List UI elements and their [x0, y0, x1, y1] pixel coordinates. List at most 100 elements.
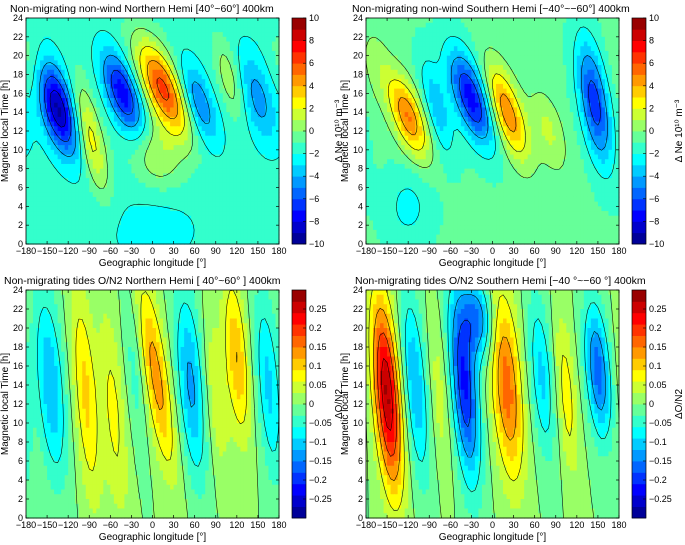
field-cell [257, 239, 263, 245]
field-cell [26, 220, 31, 226]
field-cell [240, 126, 245, 132]
field-cell [40, 22, 45, 29]
field-cell [180, 220, 185, 226]
field-cell [166, 126, 171, 132]
field-cell [380, 79, 385, 85]
field-cell [68, 149, 73, 156]
field-cell [82, 192, 87, 198]
field-cell [247, 102, 252, 109]
field-cell [152, 65, 157, 71]
field-cell [120, 93, 125, 99]
field-cell [163, 102, 168, 109]
field-cell [376, 83, 381, 90]
field-cell [166, 18, 171, 24]
field-cell [64, 55, 69, 61]
field-cell [99, 215, 104, 222]
field-cell [194, 196, 199, 203]
field-cell [71, 41, 76, 47]
field-cell [131, 65, 136, 71]
field-cell [215, 116, 220, 123]
field-cell [163, 88, 168, 94]
field-cell [120, 55, 125, 61]
field-cell [397, 88, 402, 94]
field-cell [64, 126, 69, 132]
field-cell [562, 36, 567, 43]
field-cell [559, 69, 564, 76]
field-cell [478, 107, 483, 113]
field-cell [597, 27, 603, 33]
field-cell [604, 83, 610, 90]
field-cell [212, 239, 217, 245]
field-cell [506, 32, 511, 38]
field-cell [33, 74, 38, 80]
field-cell [208, 211, 213, 217]
field-cell [106, 88, 111, 94]
field-cell [254, 229, 259, 236]
field-cell [170, 60, 175, 66]
field-cell [250, 168, 255, 174]
field-cell [261, 60, 266, 66]
field-cell [534, 32, 539, 38]
field-cell [131, 215, 136, 222]
field-cell [173, 192, 178, 198]
field-cell [138, 22, 143, 29]
field-cell [583, 93, 588, 99]
field-cell [124, 215, 129, 222]
field-cell [78, 107, 83, 113]
field-cell [212, 206, 217, 212]
field-cell [64, 41, 69, 47]
field-cell [131, 41, 136, 47]
field-cell [587, 36, 592, 43]
field-cell [559, 27, 564, 33]
field-cell [57, 192, 62, 198]
field-cell [113, 79, 118, 85]
field-cell [506, 102, 511, 109]
field-cell [156, 74, 161, 80]
field-cell [243, 229, 248, 236]
field-cell [194, 41, 199, 47]
field-cell [583, 18, 588, 24]
field-cell [496, 36, 501, 43]
field-cell [548, 79, 553, 85]
field-cell [148, 145, 154, 151]
field-cell [184, 131, 189, 137]
field-cell [33, 187, 38, 193]
field-cell [373, 36, 378, 43]
field-cell [583, 41, 588, 47]
field-cell [78, 225, 83, 231]
field-cell [92, 88, 97, 94]
field-cell [156, 229, 161, 236]
field-cell [78, 46, 83, 52]
field-cell [555, 74, 560, 80]
field-cell [527, 79, 532, 85]
field-cell [432, 93, 437, 99]
field-cell [271, 36, 277, 43]
field-cell [173, 154, 178, 160]
field-cell [439, 69, 444, 76]
field-cell [68, 126, 73, 132]
field-cell [184, 140, 189, 146]
field-cell [250, 121, 255, 127]
field-cell [390, 55, 395, 61]
field-cell [205, 135, 210, 142]
field-cell [376, 50, 381, 57]
field-cell [57, 140, 62, 146]
field-cell [383, 107, 388, 113]
field-cell [257, 65, 263, 71]
field-cell [40, 178, 45, 184]
field-cell [226, 234, 231, 240]
field-cell [240, 102, 245, 109]
field-cell [138, 145, 143, 151]
field-cell [148, 135, 154, 142]
field-cell [40, 116, 45, 123]
contour-line [39, 54, 267, 157]
field-cell [152, 74, 157, 80]
colorbar-tick-label: −2 [309, 149, 319, 159]
field-cell [71, 46, 76, 52]
field-cell [478, 18, 483, 24]
field-cell [75, 121, 80, 127]
field-cell [75, 131, 80, 137]
field-cell [163, 74, 168, 80]
field-cell [64, 229, 69, 236]
field-cell [436, 18, 441, 24]
